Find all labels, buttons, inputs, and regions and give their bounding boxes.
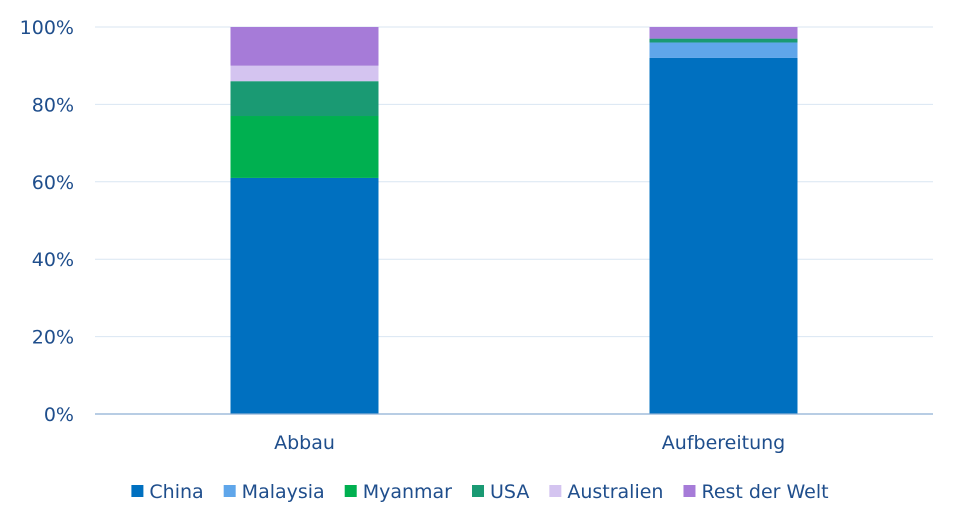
legend-swatch xyxy=(472,485,485,497)
legend: China Malaysia Myanmar USA Australien Rest de… xyxy=(131,481,829,503)
legend-label: China xyxy=(149,481,203,503)
bar-segment-australien xyxy=(230,65,379,82)
gridlines xyxy=(95,26,933,338)
legend-label: Myanmar xyxy=(363,481,452,503)
legend-swatch xyxy=(549,485,562,497)
axes: 0% 20% 40% 60% 80% 100% Abbau Aufbereitung xyxy=(20,17,933,454)
y-tick-label: 60% xyxy=(32,172,74,194)
legend-item-myanmar: Myanmar xyxy=(344,481,452,503)
legend-swatch xyxy=(131,485,144,497)
bars xyxy=(230,27,798,415)
bar-segment-myanmar xyxy=(230,116,379,178)
y-tick-label: 40% xyxy=(32,249,74,271)
bar-segment-usa xyxy=(649,38,798,43)
y-tick-label: 100% xyxy=(20,17,74,39)
bar-segment-usa xyxy=(230,81,379,117)
bar-segment-china xyxy=(649,57,798,415)
legend-swatch xyxy=(223,485,236,497)
legend-swatch xyxy=(344,485,357,497)
y-tick-label: 80% xyxy=(32,94,74,116)
bar-segment-rest-der-welt xyxy=(649,27,798,39)
legend-item-rest-der-welt: Rest der Welt xyxy=(683,481,829,503)
legend-label: Malaysia xyxy=(242,481,325,503)
legend-label: Rest der Welt xyxy=(701,481,828,503)
legend-item-australien: Australien xyxy=(549,481,663,503)
legend-item-china: China xyxy=(131,481,204,503)
x-category-label: Abbau xyxy=(274,432,335,454)
legend-label: USA xyxy=(490,481,529,503)
bar-segment-china xyxy=(230,177,379,414)
y-tick-label: 0% xyxy=(44,404,74,426)
x-category-label: Aufbereitung xyxy=(662,432,785,454)
bar-segment-malaysia xyxy=(649,42,798,58)
legend-item-usa: USA xyxy=(472,481,529,503)
legend-item-malaysia: Malaysia xyxy=(223,481,325,503)
legend-swatch xyxy=(683,485,696,497)
legend-label: Australien xyxy=(567,481,663,503)
bar-segment-rest-der-welt xyxy=(230,27,379,66)
y-tick-label: 20% xyxy=(32,327,74,349)
